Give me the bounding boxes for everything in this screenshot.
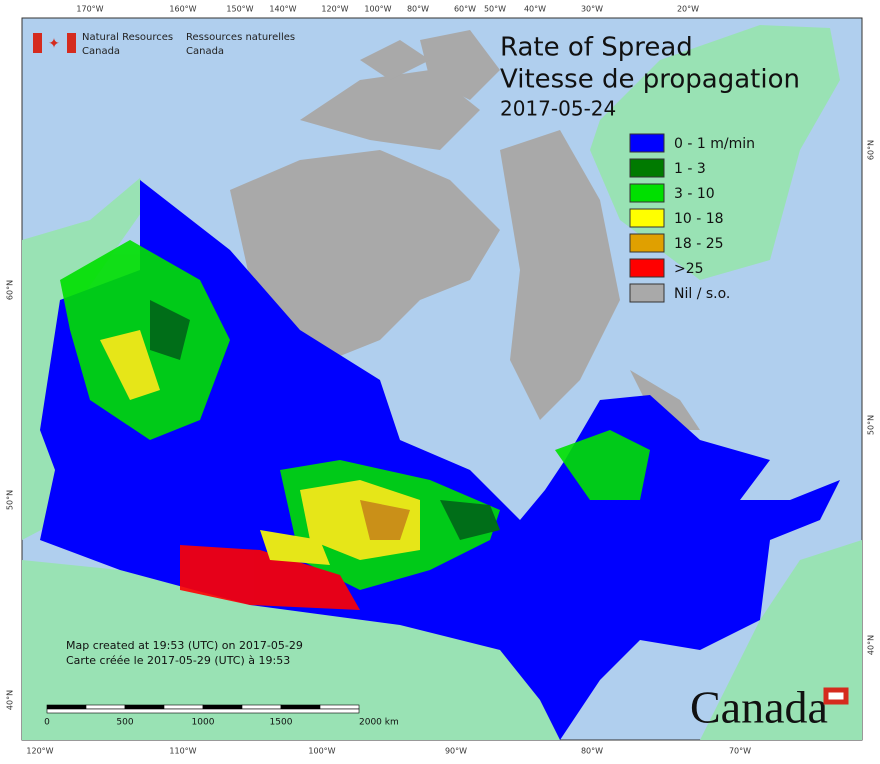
spread-patches: [60, 240, 650, 610]
note: Map created at 19:53 (UTC) on 2017-05-29: [66, 639, 303, 652]
us-land: [22, 560, 560, 740]
lon-label: 20°W: [677, 5, 699, 14]
legend: 0 - 1 m/min 1 - 3 3 - 10 10 - 18 18 - 25 >25 N…: [629, 133, 755, 303]
lat-label: 50°N: [867, 415, 876, 435]
date: 2017-05-24: [500, 97, 616, 121]
wordmark: Canada: [690, 682, 849, 733]
region: [60, 240, 230, 440]
lon-label: 110°W: [169, 747, 196, 756]
lat-label: 40°N: [867, 635, 876, 655]
scale-segment: [280, 704, 321, 710]
arctic-islands: [230, 30, 700, 430]
lon-label: 170°W: [76, 5, 103, 14]
scale-segment: [202, 704, 243, 710]
lon-label: 70°W: [729, 747, 751, 756]
scale-segment: [163, 704, 204, 710]
legend-swatch: [629, 158, 665, 178]
lat-label: 40°N: [6, 690, 15, 710]
note: Carte créée le 2017-05-29 (UTC) à 19:53: [66, 654, 290, 667]
lon-label: 160°W: [169, 5, 196, 14]
flag-bar: [33, 33, 42, 53]
region: [360, 40, 430, 80]
scale-label: 0: [44, 718, 50, 728]
title-fr: Vitesse de propagation: [500, 65, 800, 95]
legend-swatch: [629, 183, 665, 203]
scale-frame: [46, 708, 360, 714]
east-land: [700, 540, 862, 740]
legend-label: 1 - 3: [674, 161, 706, 177]
region: [230, 150, 500, 360]
region: [150, 300, 190, 360]
legend-label: 18 - 25: [674, 236, 724, 252]
lon-label: 40°W: [524, 5, 546, 14]
lon-label: 80°W: [581, 747, 603, 756]
scale-label: 500: [116, 718, 133, 728]
lon-label: 120°W: [321, 5, 348, 14]
lon-label: 30°W: [581, 5, 603, 14]
title: Rate of Spread: [500, 33, 693, 63]
wordmark-text: Canada: [690, 682, 828, 733]
lon-label: 100°W: [308, 747, 335, 756]
region: [420, 30, 500, 100]
lon-label: 120°W: [26, 747, 53, 756]
scale-segment: [124, 704, 165, 710]
region: [630, 370, 700, 430]
lat-label: 60°N: [6, 280, 15, 300]
header: ✦ Natural Resources Canada Ressources na…: [33, 32, 800, 121]
legend-swatch: [629, 233, 665, 253]
legend-label: Nil / s.o.: [674, 286, 730, 302]
agency-fr: Ressources naturelles: [186, 32, 295, 43]
scale-bar: 0 500 1000 1500 2000 km: [44, 704, 399, 728]
wordmark-flag: [823, 687, 849, 705]
scale-segment: [85, 704, 126, 710]
region: [300, 70, 480, 150]
region: [360, 500, 410, 540]
lon-label: 100°W: [364, 5, 391, 14]
legend-label: 3 - 10: [674, 186, 715, 202]
legend-label: >25: [674, 261, 704, 277]
scale-label: 1000: [192, 718, 215, 728]
flag-bar: [67, 33, 76, 53]
legend-label: 0 - 1 m/min: [674, 136, 755, 152]
map-layer: [22, 25, 862, 740]
lat-label: 50°N: [6, 490, 15, 510]
agency-fr: Canada: [186, 46, 224, 57]
scale-segment: [241, 704, 282, 710]
region: [180, 545, 360, 610]
flag-leaf: ✦: [48, 36, 60, 52]
lon-label: 150°W: [226, 5, 253, 14]
region: [555, 430, 650, 500]
legend-swatch: [629, 258, 665, 278]
legend-swatch: [629, 208, 665, 228]
scale-label: 1500: [270, 718, 293, 728]
lon-label: 80°W: [407, 5, 429, 14]
lat-label: 60°N: [867, 140, 876, 160]
lon-label: 60°W: [454, 5, 476, 14]
lon-label: 140°W: [269, 5, 296, 14]
alaska: [22, 178, 150, 540]
lon-label: 50°W: [484, 5, 506, 14]
region: [100, 330, 160, 400]
scale-label: 2000 km: [359, 718, 399, 728]
region: [500, 130, 620, 420]
agency-en: Canada: [82, 46, 120, 57]
agency-en: Natural Resources: [82, 32, 173, 43]
region: [440, 500, 500, 540]
legend-label: 10 - 18: [674, 211, 724, 227]
legend-swatch: [629, 283, 665, 303]
scale-segment: [319, 704, 360, 710]
lon-label: 90°W: [445, 747, 467, 756]
legend-swatch: [629, 133, 665, 153]
region: [260, 530, 330, 565]
graticule-labels: 170°W 160°W 150°W 140°W 120°W 100°W 80°W 60°W 50…: [6, 5, 876, 756]
scale-segment: [46, 704, 87, 710]
